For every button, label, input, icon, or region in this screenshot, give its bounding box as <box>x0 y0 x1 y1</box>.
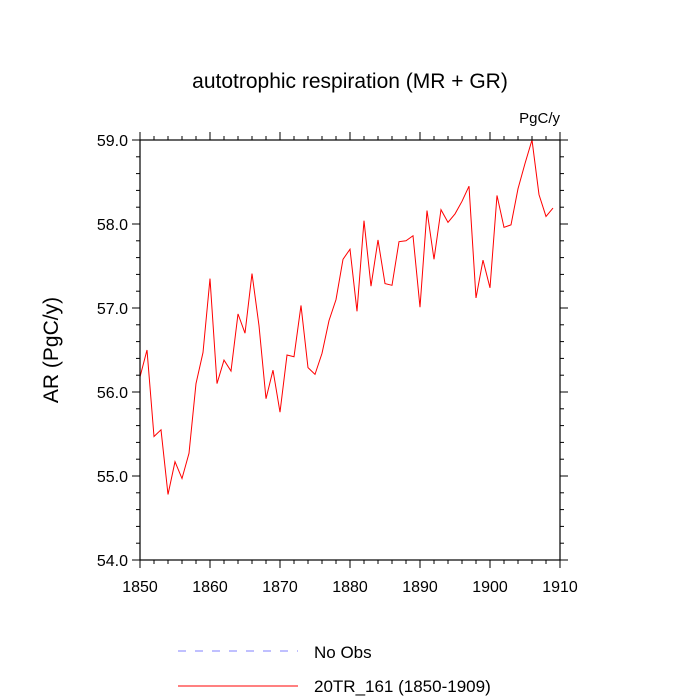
x-tick-label: 1860 <box>192 579 228 596</box>
x-tick-label: 1910 <box>542 579 578 596</box>
y-tick-label: 55.0 <box>97 469 128 486</box>
y-tick-label: 54.0 <box>97 553 128 570</box>
legend-label-20tr: 20TR_161 (1850-1909) <box>314 677 491 696</box>
series-layer <box>139 139 554 495</box>
y-tick-label: 58.0 <box>97 217 128 234</box>
x-tick-label: 1900 <box>472 579 508 596</box>
units-label: PgC/y <box>519 110 560 127</box>
tick-labels-group: 1850 1860 1870 1880 1890 1900 1910 54.0 55.0 56.0… <box>97 133 578 596</box>
chart-title: autotrophic respiration (MR + GR) <box>192 70 508 93</box>
plot-frame <box>139 139 561 561</box>
y-tick-label: 56.0 <box>97 385 128 402</box>
series-line-1 <box>139 139 554 495</box>
x-tick-label: 1880 <box>332 579 368 596</box>
ticks-group <box>132 132 568 568</box>
y-axis-label: AR (PgC/y) <box>40 297 63 403</box>
y-tick-label: 57.0 <box>97 301 128 318</box>
y-tick-label: 59.0 <box>97 133 128 150</box>
x-tick-label: 1890 <box>402 579 438 596</box>
legend: No Obs 20TR_161 (1850-1909) <box>178 643 491 696</box>
x-tick-label: 1870 <box>262 579 298 596</box>
legend-label-no-obs: No Obs <box>314 643 372 662</box>
x-tick-label: 1850 <box>122 579 158 596</box>
